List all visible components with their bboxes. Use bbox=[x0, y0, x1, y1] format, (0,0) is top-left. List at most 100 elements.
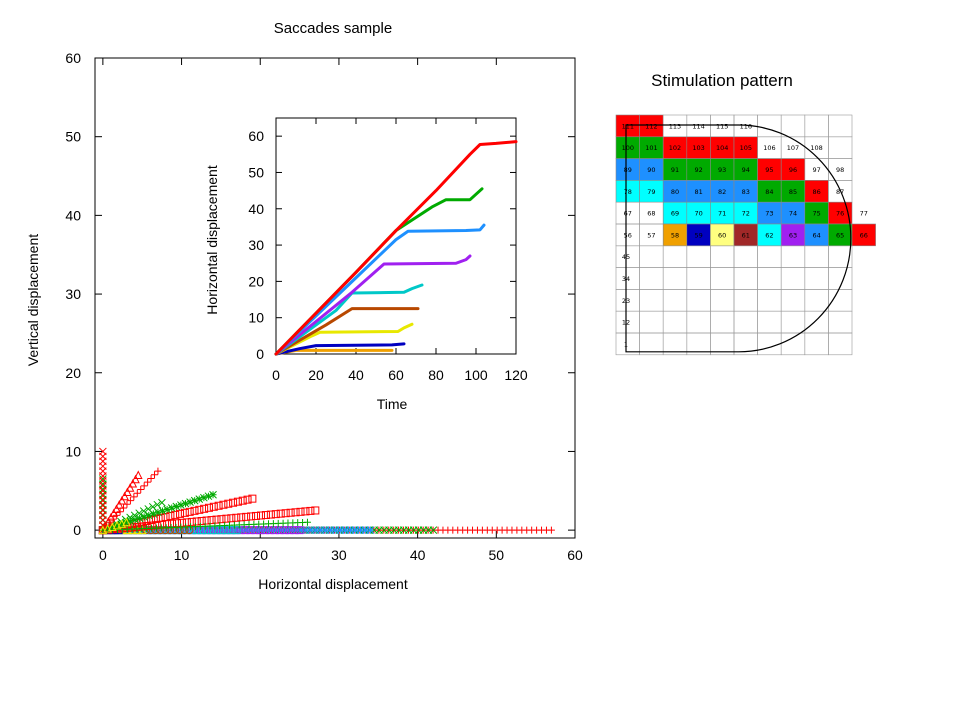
stim-cell-label: 66 bbox=[860, 231, 868, 239]
point-square bbox=[301, 507, 310, 516]
stim-cell-label: 75 bbox=[812, 210, 820, 218]
point-square bbox=[212, 515, 221, 524]
point-square bbox=[261, 526, 270, 535]
point-square bbox=[195, 505, 204, 514]
stim-cell-label: 67 bbox=[624, 210, 632, 218]
stim-cell-label: 76 bbox=[836, 210, 844, 218]
point-square bbox=[217, 515, 226, 524]
point-square bbox=[241, 526, 250, 535]
stim-cell-label: 116 bbox=[740, 122, 752, 130]
point-star bbox=[181, 499, 190, 508]
inset-x-tick-label: 60 bbox=[388, 367, 404, 383]
point-plus bbox=[151, 471, 159, 479]
point-star bbox=[341, 526, 350, 534]
stim-cell bbox=[733, 245, 758, 268]
point-star bbox=[183, 526, 191, 534]
y-tick-label: 50 bbox=[65, 129, 81, 145]
point-square bbox=[214, 501, 223, 510]
point-square bbox=[204, 503, 213, 512]
point-square bbox=[156, 513, 165, 522]
saccade-series bbox=[99, 518, 311, 534]
stimulation-outline bbox=[625, 124, 852, 353]
stim-cell-label: 69 bbox=[671, 210, 679, 218]
y-tick-label: 30 bbox=[65, 286, 81, 302]
point-square bbox=[224, 499, 233, 508]
stim-cell bbox=[686, 289, 711, 312]
point-square bbox=[212, 526, 221, 535]
point-cross bbox=[144, 505, 153, 513]
stim-cell bbox=[733, 310, 758, 334]
stim-cell bbox=[710, 245, 735, 268]
stim-cell bbox=[828, 289, 853, 312]
point-star bbox=[172, 502, 181, 511]
point-star bbox=[312, 526, 320, 534]
point-plus bbox=[140, 482, 148, 490]
point-star bbox=[193, 526, 201, 534]
point-cross bbox=[99, 447, 107, 456]
point-square bbox=[151, 514, 160, 523]
stim-cell-label: 114 bbox=[692, 122, 704, 130]
point-star bbox=[135, 514, 144, 523]
stim-cell-label: 85 bbox=[789, 188, 797, 196]
point-square bbox=[219, 500, 228, 509]
stim-cell-label: 80 bbox=[671, 188, 679, 196]
main-plot-frame bbox=[94, 57, 576, 539]
point-square bbox=[227, 514, 236, 523]
point-star bbox=[217, 526, 226, 534]
stim-cell-label: 83 bbox=[742, 188, 750, 196]
stim-cell-filled bbox=[851, 223, 876, 247]
point-triangle bbox=[117, 495, 127, 505]
x-tick-label: 30 bbox=[331, 547, 347, 563]
point-square bbox=[276, 509, 285, 518]
y-tick-label: 60 bbox=[65, 50, 81, 66]
point-star bbox=[154, 508, 162, 517]
point-triangle bbox=[120, 491, 129, 501]
stim-cell-label: 108 bbox=[810, 144, 822, 152]
stim-cell-label: 70 bbox=[694, 210, 702, 218]
point-square bbox=[275, 526, 284, 535]
point-square bbox=[242, 512, 251, 521]
point-square bbox=[187, 517, 196, 526]
stim-cell-label: 89 bbox=[624, 166, 632, 174]
inset-x-tick-label: 0 bbox=[272, 367, 280, 383]
point-cross bbox=[158, 498, 166, 507]
point-star bbox=[321, 526, 330, 534]
point-star bbox=[190, 496, 199, 505]
stim-cell-label: 106 bbox=[763, 144, 775, 152]
stim-cell-label: 103 bbox=[692, 144, 704, 152]
stim-cell bbox=[710, 310, 735, 334]
stim-cell-label: 112 bbox=[645, 122, 657, 130]
point-cross bbox=[429, 526, 438, 534]
point-triangle bbox=[123, 487, 132, 496]
point-square bbox=[190, 506, 199, 515]
stim-cell-label: 79 bbox=[647, 188, 655, 196]
inset-y-tick-label: 30 bbox=[248, 237, 264, 253]
point-star bbox=[168, 526, 177, 534]
main-x-axis-label: Horizontal displacement bbox=[258, 576, 408, 592]
stim-cell bbox=[710, 267, 735, 290]
point-square bbox=[247, 512, 256, 521]
point-square bbox=[227, 526, 236, 535]
stim-cell bbox=[780, 332, 806, 356]
point-star bbox=[336, 526, 345, 534]
inset-x-axis-label: Time bbox=[377, 396, 408, 412]
inset-y-axis-label: Horizontal displacement bbox=[204, 165, 220, 315]
stim-cell bbox=[686, 310, 711, 334]
point-star bbox=[167, 504, 176, 512]
stim-cell bbox=[780, 267, 806, 290]
point-square bbox=[248, 494, 257, 503]
point-star bbox=[209, 490, 217, 499]
point-square bbox=[251, 526, 260, 535]
inset-series-line bbox=[274, 307, 420, 356]
point-square bbox=[200, 504, 209, 513]
point-square bbox=[266, 526, 275, 535]
stim-cell bbox=[757, 310, 782, 334]
point-triangle bbox=[125, 483, 135, 492]
point-star bbox=[140, 512, 149, 521]
point-square bbox=[222, 526, 231, 535]
point-star bbox=[302, 526, 310, 534]
stim-cell-label: 84 bbox=[765, 188, 773, 196]
main-scatter-plot: Saccades sample 0 10 20 30 40 50 60 0 10 20 30 40 50… bbox=[25, 20, 583, 592]
point-square bbox=[295, 526, 304, 535]
